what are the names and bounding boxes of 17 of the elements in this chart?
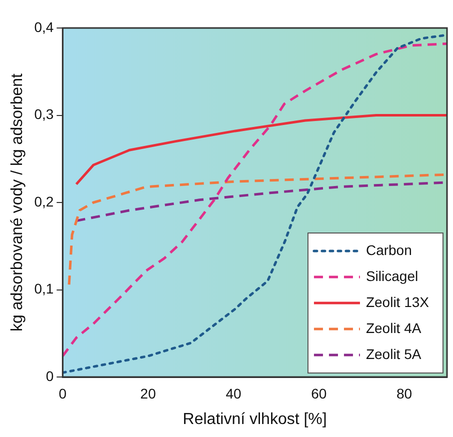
legend-label: Zeolit 13X	[366, 294, 430, 310]
legend-label: Zeolit 4A	[366, 320, 422, 336]
x-tick-label: 0	[58, 385, 67, 402]
y-tick-label: 0,3	[34, 106, 54, 122]
y-tick-label: 0,2	[34, 193, 54, 210]
x-tick-label: 20	[140, 385, 156, 402]
x-tick-label: 40	[226, 385, 242, 402]
y-tick-label: 0,4	[34, 18, 54, 35]
legend-label: Carbon	[366, 242, 412, 258]
legend-label: Zeolit 5A	[366, 346, 422, 362]
legend-label: Silicagel	[366, 268, 418, 284]
x-tick-label: 60	[311, 385, 327, 402]
y-tick-label: 0,1	[34, 280, 54, 297]
x-axis-title: Relativní vlhkost [%]	[182, 410, 327, 428]
x-tick-label: 80	[396, 385, 412, 402]
y-tick-label: 0	[46, 368, 54, 384]
y-axis-title: kg adsorbované vody / kg adsorbent	[9, 72, 26, 332]
